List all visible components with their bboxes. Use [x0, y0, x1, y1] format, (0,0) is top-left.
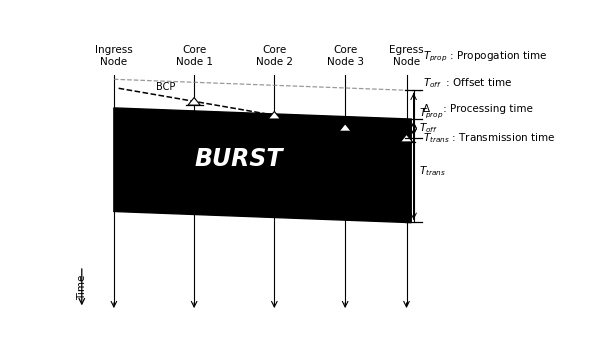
- Text: Ingress
Node: Ingress Node: [95, 45, 133, 67]
- Text: $T_{trans}$: $T_{trans}$: [419, 164, 446, 178]
- Polygon shape: [268, 112, 281, 119]
- Text: $T_{trans}$ : Transmission time: $T_{trans}$ : Transmission time: [423, 131, 555, 145]
- Text: BURST: BURST: [195, 147, 283, 171]
- Polygon shape: [114, 108, 411, 223]
- Text: Core
Node 1: Core Node 1: [175, 45, 213, 67]
- Text: Core
Node 2: Core Node 2: [256, 45, 293, 67]
- Text: BCP: BCP: [157, 82, 176, 92]
- Text: $T_{off}$  : Offset time: $T_{off}$ : Offset time: [423, 76, 512, 90]
- Text: $T_{off}$: $T_{off}$: [419, 122, 438, 136]
- Text: $T_{prop}$ : Propogation time: $T_{prop}$ : Propogation time: [423, 49, 547, 64]
- Text: Δ    : Processing time: Δ : Processing time: [423, 104, 533, 114]
- Text: Egress
Node: Egress Node: [389, 45, 424, 67]
- Text: Core
Node 3: Core Node 3: [326, 45, 364, 67]
- Polygon shape: [188, 98, 200, 105]
- Polygon shape: [400, 134, 413, 142]
- Polygon shape: [339, 124, 351, 131]
- Text: $T_{prop}$: $T_{prop}$: [419, 107, 444, 121]
- Text: Time: Time: [77, 275, 86, 301]
